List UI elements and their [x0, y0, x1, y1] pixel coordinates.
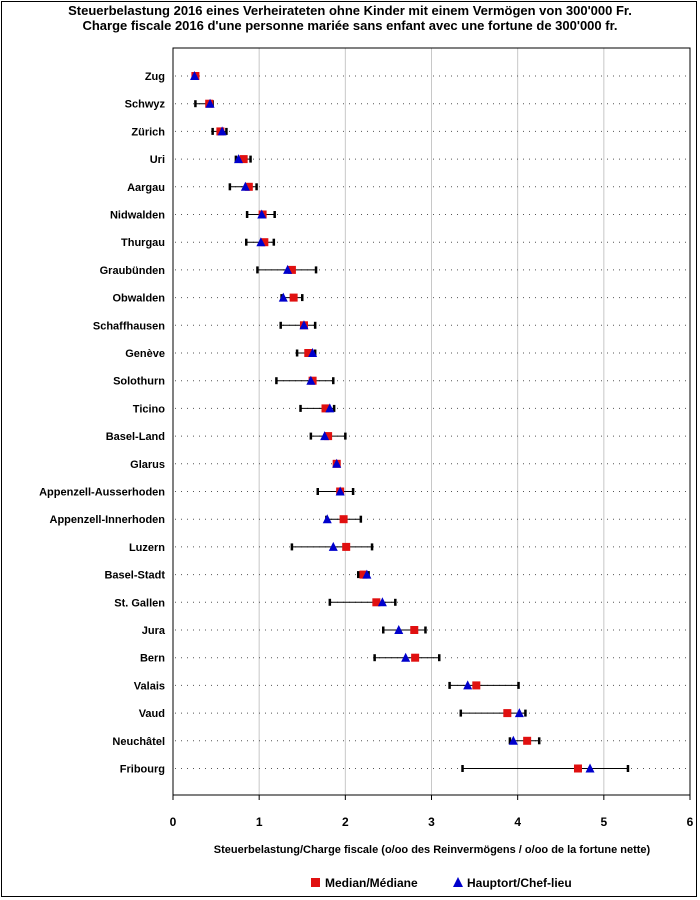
median-marker-neuch-tel: [523, 736, 532, 745]
capital-marker-solothurn: [306, 375, 316, 385]
capital-marker-ticino: [325, 403, 335, 413]
capital-marker-zug: [190, 71, 200, 80]
median-marker-fribourg: [573, 764, 582, 773]
category-label-obwalden: Obwalden: [112, 293, 165, 305]
legend: Median/Médiane Hauptort/Chef-lieu: [311, 876, 572, 890]
legend-capital-label: Hauptort/Chef-lieu: [467, 876, 572, 890]
grid-lines: [175, 48, 688, 795]
chart-title-fr: Charge fiscale 2016 d'une personne marié…: [82, 18, 618, 33]
capital-marker-thurgau: [256, 237, 266, 247]
category-label-nidwalden: Nidwalden: [110, 210, 165, 222]
x-tick-label: 3: [428, 815, 435, 829]
category-label-basel-land: Basel-Land: [106, 431, 165, 443]
median-marker-basel-land: [324, 432, 333, 441]
capital-marker-valais: [463, 680, 473, 690]
capital-marker-aargau: [240, 181, 250, 191]
chart-title-de: Steuerbelastung 2016 eines Verheirateten…: [68, 3, 632, 18]
median-marker-uri: [239, 155, 248, 164]
capital-marker-appenzell-ausserhoden: [335, 486, 345, 496]
capital-marker-gen-ve: [308, 348, 318, 357]
legend-capital-marker: [453, 877, 463, 887]
category-label-uri: Uri: [150, 154, 165, 166]
median-marker-luzern: [342, 542, 351, 551]
category-label-neuch-tel: Neuchâtel: [112, 736, 165, 748]
capital-marker-jura: [394, 625, 404, 634]
capital-marker-luzern: [328, 541, 338, 551]
capital-marker-basel-land: [320, 431, 330, 441]
legend-median-marker: [311, 878, 320, 887]
median-marker-graub-nden: [287, 265, 296, 274]
category-label-solothurn: Solothurn: [113, 376, 165, 388]
data-markers: [190, 71, 595, 773]
category-label-schaffhausen: Schaffhausen: [93, 320, 165, 332]
category-label-appenzell-ausserhoden: Appenzell-Ausserhoden: [39, 487, 165, 499]
x-axis: 0 1 2 3 4 5 6: [170, 795, 694, 829]
category-label-glarus: Glarus: [130, 459, 165, 471]
category-label-jura: Jura: [142, 625, 166, 637]
x-tick-label: 5: [600, 815, 607, 829]
capital-marker-bern: [401, 652, 411, 662]
legend-median-label: Median/Médiane: [325, 876, 418, 890]
category-labels: Zug Schwyz Zürich Uri Aargau Nidwalden Thurgau…: [39, 71, 166, 776]
capital-marker-z-rich: [217, 126, 227, 136]
median-marker-basel-stadt: [359, 570, 368, 579]
category-label-bern: Bern: [140, 653, 165, 665]
median-marker-ticino: [321, 404, 330, 413]
median-marker-aargau: [244, 182, 253, 191]
median-marker-vaud: [503, 709, 512, 718]
capital-marker-vaud: [514, 708, 524, 718]
capital-marker-neuch-tel: [508, 735, 518, 745]
x-tick-label: 2: [342, 815, 349, 829]
capital-marker-basel-stadt: [362, 569, 372, 579]
median-marker-st-gallen: [372, 598, 381, 607]
median-marker-thurgau: [260, 238, 269, 247]
capital-marker-uri: [233, 154, 243, 164]
x-tick-label: 4: [514, 815, 521, 829]
capital-marker-schaffhausen: [299, 320, 309, 330]
category-label-luzern: Luzern: [129, 542, 165, 554]
category-label-thurgau: Thurgau: [121, 237, 165, 249]
category-label-fribourg: Fribourg: [120, 764, 165, 776]
category-label-schwyz: Schwyz: [125, 99, 166, 111]
category-label-graub-nden: Graubünden: [100, 265, 166, 277]
capital-marker-fribourg: [585, 763, 595, 773]
capital-marker-st-gallen: [377, 597, 387, 607]
median-marker-appenzell-innerhoden: [339, 515, 348, 524]
category-label-ticino: Ticino: [133, 403, 165, 415]
category-label-gen-ve: Genève: [125, 348, 165, 360]
median-marker-gen-ve: [304, 349, 313, 357]
category-label-appenzell-innerhoden: Appenzell-Innerhoden: [50, 514, 166, 526]
median-marker-obwalden: [289, 293, 298, 302]
capital-marker-graub-nden: [283, 264, 293, 274]
capital-marker-glarus: [332, 458, 342, 468]
category-label-zug: Zug: [145, 71, 165, 83]
capital-marker-obwalden: [278, 292, 288, 302]
capital-marker-schwyz: [205, 98, 215, 108]
capital-marker-appenzell-innerhoden: [322, 514, 332, 524]
x-tick-label: 6: [687, 815, 694, 829]
median-marker-valais: [472, 681, 481, 690]
capital-marker-nidwalden: [257, 209, 267, 219]
category-label-valais: Valais: [134, 680, 165, 692]
category-label-z-rich: Zürich: [131, 126, 165, 138]
median-marker-jura: [410, 626, 419, 634]
median-marker-bern: [411, 653, 420, 662]
x-axis-label: Steuerbelastung/Charge fiscale (o/oo des…: [214, 844, 651, 856]
category-label-aargau: Aargau: [127, 182, 165, 194]
x-tick-label: 0: [170, 815, 177, 829]
category-label-st-gallen: St. Gallen: [114, 597, 165, 609]
category-label-basel-stadt: Basel-Stadt: [104, 570, 165, 582]
category-label-vaud: Vaud: [139, 708, 165, 720]
x-tick-label: 1: [256, 815, 263, 829]
